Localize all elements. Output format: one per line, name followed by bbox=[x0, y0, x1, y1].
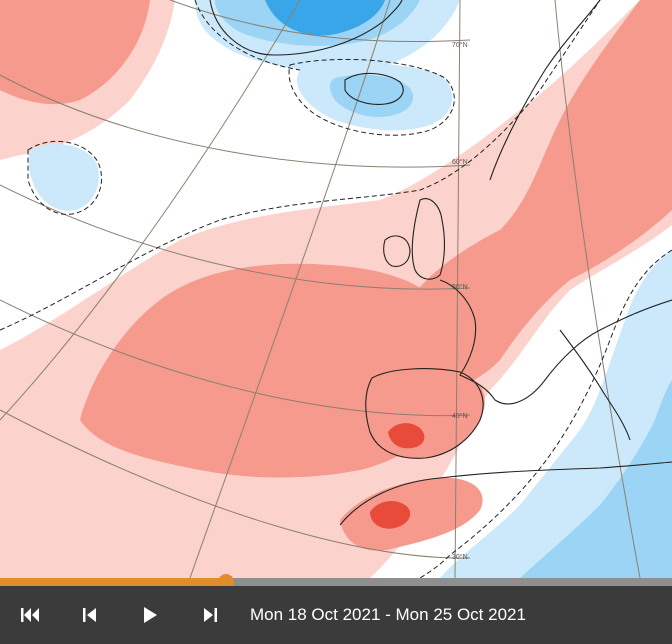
skip-to-end-icon bbox=[204, 608, 217, 622]
contour-north bbox=[0, 0, 601, 331]
timeline-track[interactable] bbox=[0, 578, 672, 586]
playback-controls: Mon 18 Oct 2021 - Mon 25 Oct 2021 bbox=[0, 586, 672, 644]
coast-africa bbox=[339, 461, 672, 526]
timeline-slider[interactable] bbox=[0, 574, 672, 590]
lat-label-30: 30°N bbox=[452, 553, 468, 561]
coastlines bbox=[209, 0, 672, 526]
contour-west bbox=[27, 140, 103, 215]
lat-label-50: 50°N bbox=[452, 283, 468, 291]
coast-uk bbox=[411, 198, 445, 280]
lat-label-40: 40°N bbox=[452, 412, 468, 420]
meridian-1 bbox=[189, 0, 391, 578]
coast-norway bbox=[489, 0, 601, 181]
anomaly-cold-mid-iceland bbox=[329, 74, 414, 118]
zero-contours bbox=[0, 0, 672, 578]
step-back-button[interactable] bbox=[60, 586, 120, 644]
date-range-label: Mon 18 Oct 2021 - Mon 25 Oct 2021 bbox=[250, 605, 526, 624]
anomaly-warm-strong-africa bbox=[370, 500, 411, 529]
meridian-3 bbox=[0, 0, 301, 421]
latitude-labels: 70°N 60°N 50°N 40°N 30°N bbox=[452, 41, 468, 561]
parallel-50 bbox=[0, 184, 471, 290]
step-back-icon bbox=[83, 608, 96, 622]
coast-italy bbox=[559, 329, 631, 441]
anomaly-cold-light-west bbox=[28, 144, 99, 211]
coast-europe bbox=[439, 279, 672, 405]
lat-label-60: 60°N bbox=[452, 158, 468, 166]
contour-greenland bbox=[194, 0, 301, 71]
anomaly-warm-mid-nw bbox=[0, 0, 150, 105]
anomaly-warm-mid-europe bbox=[409, 0, 672, 387]
play-icon bbox=[144, 607, 157, 623]
meridian-2 bbox=[454, 0, 461, 578]
coast-iberia bbox=[365, 368, 484, 459]
anomaly-cold-mid-se bbox=[520, 380, 672, 578]
parallel-60 bbox=[0, 74, 471, 168]
contour-iceland bbox=[288, 58, 455, 136]
skip-to-end-button[interactable] bbox=[180, 586, 240, 644]
contour-se bbox=[419, 249, 672, 578]
coast-greenland bbox=[209, 0, 403, 56]
parallel-70 bbox=[169, 0, 471, 43]
lat-label-70: 70°N bbox=[452, 41, 468, 49]
meridian-4 bbox=[554, 0, 641, 578]
play-button[interactable] bbox=[120, 586, 180, 644]
skip-to-start-button[interactable] bbox=[0, 586, 60, 644]
coast-ireland bbox=[383, 235, 411, 267]
coast-iceland bbox=[344, 72, 404, 105]
anomaly-map[interactable]: 70°N 60°N 50°N 40°N 30°N bbox=[0, 0, 672, 578]
map-canvas: 70°N 60°N 50°N 40°N 30°N bbox=[0, 0, 672, 578]
parallel-40 bbox=[0, 299, 471, 417]
skip-to-start-icon bbox=[21, 608, 39, 622]
parallel-30 bbox=[0, 409, 471, 559]
graticule bbox=[0, 0, 641, 578]
anomaly-warm-strong-iberia bbox=[388, 423, 425, 449]
timeline-progress bbox=[0, 578, 226, 586]
